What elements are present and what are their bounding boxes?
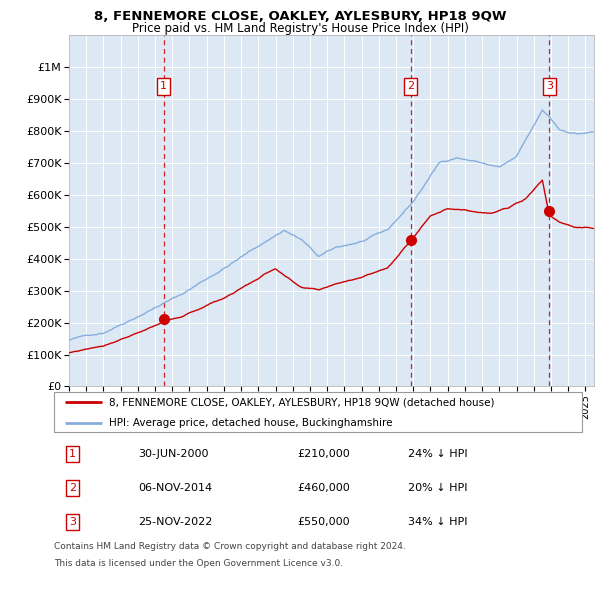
Text: 2: 2: [69, 483, 76, 493]
Text: 1: 1: [69, 449, 76, 458]
FancyBboxPatch shape: [54, 392, 582, 432]
Text: 25-NOV-2022: 25-NOV-2022: [139, 517, 213, 527]
Text: £210,000: £210,000: [297, 449, 350, 458]
Text: 3: 3: [546, 81, 553, 91]
Text: £460,000: £460,000: [297, 483, 350, 493]
Text: 34% ↓ HPI: 34% ↓ HPI: [408, 517, 467, 527]
Text: 20% ↓ HPI: 20% ↓ HPI: [408, 483, 467, 493]
Text: This data is licensed under the Open Government Licence v3.0.: This data is licensed under the Open Gov…: [54, 559, 343, 568]
Text: HPI: Average price, detached house, Buckinghamshire: HPI: Average price, detached house, Buck…: [109, 418, 393, 428]
Text: 24% ↓ HPI: 24% ↓ HPI: [408, 449, 467, 458]
Text: 8, FENNEMORE CLOSE, OAKLEY, AYLESBURY, HP18 9QW: 8, FENNEMORE CLOSE, OAKLEY, AYLESBURY, H…: [94, 10, 506, 23]
Text: 06-NOV-2014: 06-NOV-2014: [139, 483, 212, 493]
Text: Contains HM Land Registry data © Crown copyright and database right 2024.: Contains HM Land Registry data © Crown c…: [54, 542, 406, 551]
Text: 1: 1: [160, 81, 167, 91]
Text: Price paid vs. HM Land Registry's House Price Index (HPI): Price paid vs. HM Land Registry's House …: [131, 22, 469, 35]
Text: 3: 3: [69, 517, 76, 527]
Text: 8, FENNEMORE CLOSE, OAKLEY, AYLESBURY, HP18 9QW (detached house): 8, FENNEMORE CLOSE, OAKLEY, AYLESBURY, H…: [109, 397, 495, 407]
Text: 2: 2: [407, 81, 414, 91]
Text: 30-JUN-2000: 30-JUN-2000: [139, 449, 209, 458]
Text: £550,000: £550,000: [297, 517, 350, 527]
